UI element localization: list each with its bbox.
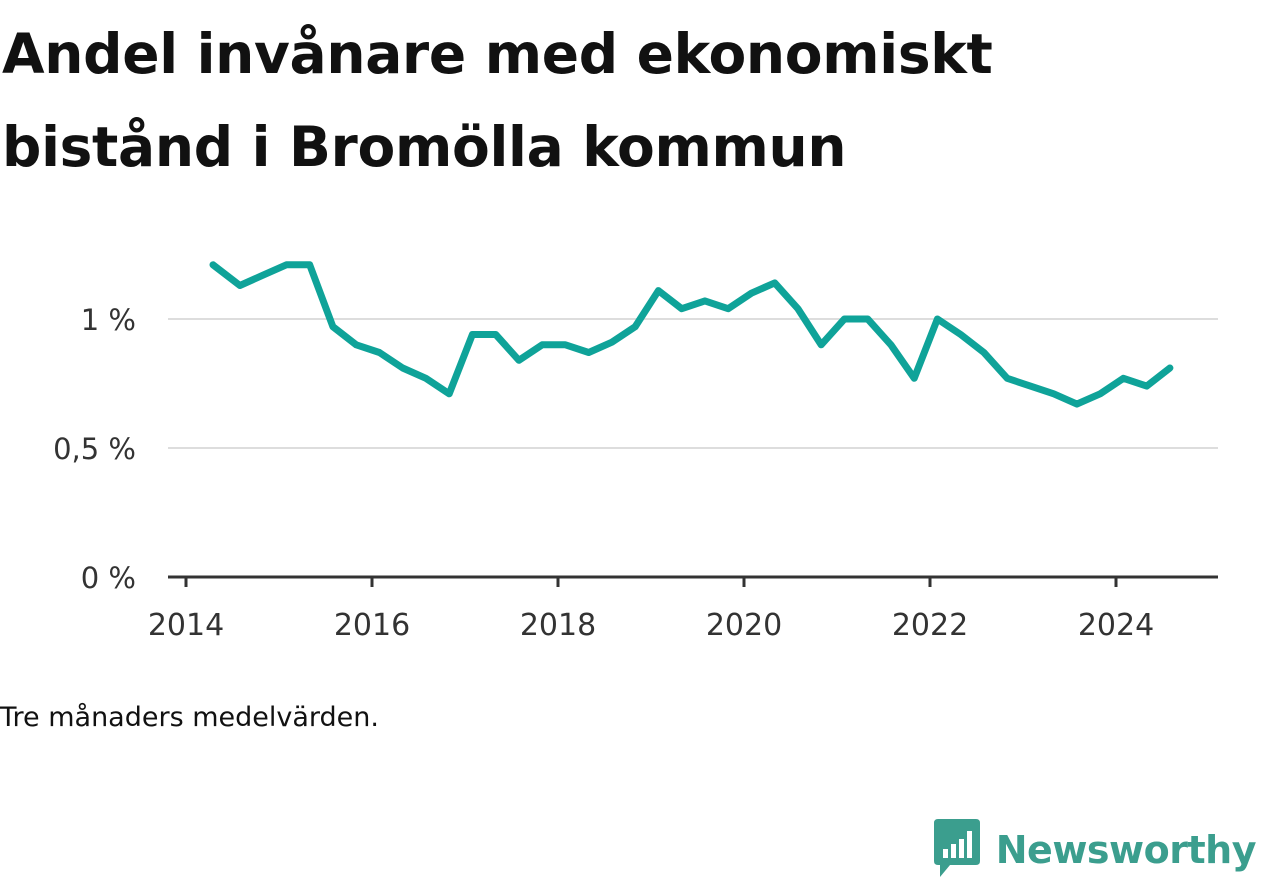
x-tick-label: 2016 [334, 608, 410, 643]
gridlines [168, 318, 1218, 449]
y-tick-label: 0,5 % [53, 432, 136, 466]
x-tick-label: 2022 [892, 608, 968, 643]
line-chart: 0 % 0,5 % 1 % 2014 2016 2018 2020 2022 2024 [53, 261, 1218, 643]
axes: 0 % 0,5 % 1 % 2014 2016 2018 2020 2022 2024 [53, 303, 1218, 643]
brand-name: Newsworthy [995, 828, 1257, 872]
series-line [209, 261, 1174, 408]
x-tick-label: 2018 [520, 608, 596, 643]
y-tick-label: 1 % [81, 303, 136, 337]
x-tick-label: 2014 [148, 608, 224, 643]
chart-caption: Tre månaders medelvärden. [0, 702, 379, 733]
newsworthy-brand: Newsworthy [932, 818, 1257, 882]
x-tick-label: 2024 [1078, 608, 1154, 643]
chart-title: Andel invånare med ekonomiskt bistånd i … [2, 22, 993, 179]
series-layer [209, 261, 1174, 408]
y-tick-label: 0 % [81, 561, 136, 595]
newsworthy-logo-icon [933, 819, 980, 877]
x-tick-label: 2020 [706, 608, 782, 643]
